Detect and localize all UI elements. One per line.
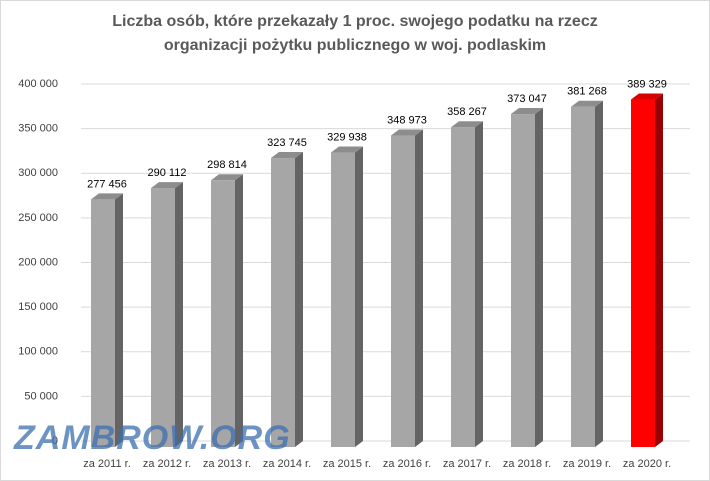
bar-top: [271, 152, 303, 159]
data-label: 323 745: [267, 137, 307, 149]
data-label: 290 112: [148, 167, 187, 179]
bar-side: [175, 182, 183, 447]
data-label: 373 047: [507, 93, 547, 105]
x-tick-label: za 2011 r.: [83, 458, 131, 470]
chart-title: Liczba osób, które przekazały 1 proc. sw…: [112, 13, 597, 30]
bar-side: [535, 108, 543, 448]
data-label: 277 456: [87, 178, 127, 190]
bar-side: [475, 121, 483, 447]
bar: [511, 114, 535, 448]
y-tick-label: 400 000: [18, 78, 58, 90]
y-tick-label: 150 000: [18, 301, 58, 313]
bar-top: [211, 174, 243, 181]
chart-title: organizacji pożytku publicznego w woj. p…: [164, 37, 546, 54]
x-tick-label: za 2013 r.: [203, 458, 251, 470]
bar-top: [331, 146, 363, 153]
data-label: 389 329: [627, 78, 667, 90]
bar-side: [595, 100, 603, 447]
bar-top: [391, 129, 423, 136]
x-tick-label: za 2020 r.: [623, 458, 671, 470]
bar: [391, 135, 415, 447]
data-label: 358 267: [447, 106, 487, 118]
bar-side: [655, 93, 663, 447]
data-label: 381 268: [567, 86, 607, 98]
bar: [271, 158, 295, 447]
bar: [211, 180, 235, 447]
bar-side: [295, 152, 303, 447]
bar: [451, 127, 475, 447]
y-tick-label: 0: [52, 435, 58, 447]
data-label: 329 938: [327, 131, 367, 143]
watermark: ZAMBROW.ORG: [13, 419, 291, 457]
bar-side: [355, 146, 363, 447]
bar: [151, 188, 175, 447]
x-tick-label: za 2015 r.: [323, 458, 371, 470]
y-tick-label: 50 000: [24, 390, 58, 402]
bar-top: [451, 121, 483, 128]
bar: [631, 99, 655, 447]
x-tick-label: za 2016 r.: [383, 458, 431, 470]
bar: [571, 106, 595, 447]
bar-top: [511, 108, 543, 115]
data-label: 348 973: [387, 114, 427, 126]
bar-top: [91, 193, 123, 200]
x-tick-label: za 2019 r.: [563, 458, 611, 470]
bar-side: [115, 193, 123, 447]
bar: [91, 199, 115, 447]
y-tick-label: 300 000: [18, 167, 58, 179]
y-tick-label: 250 000: [18, 212, 58, 224]
x-tick-label: za 2018 r.: [503, 458, 551, 470]
bar-side: [415, 129, 423, 447]
x-tick-label: za 2012 r.: [143, 458, 191, 470]
bar: [331, 152, 355, 447]
x-tick-label: za 2014 r.: [263, 458, 311, 470]
x-tick-label: za 2017 r.: [443, 458, 491, 470]
y-tick-label: 350 000: [18, 123, 58, 135]
y-tick-label: 200 000: [18, 256, 58, 268]
y-tick-label: 100 000: [18, 346, 58, 358]
bar-top: [571, 100, 603, 107]
bar-top: [631, 93, 663, 100]
data-label: 298 814: [207, 159, 247, 171]
bar-side: [235, 174, 243, 447]
bar-top: [151, 182, 183, 189]
